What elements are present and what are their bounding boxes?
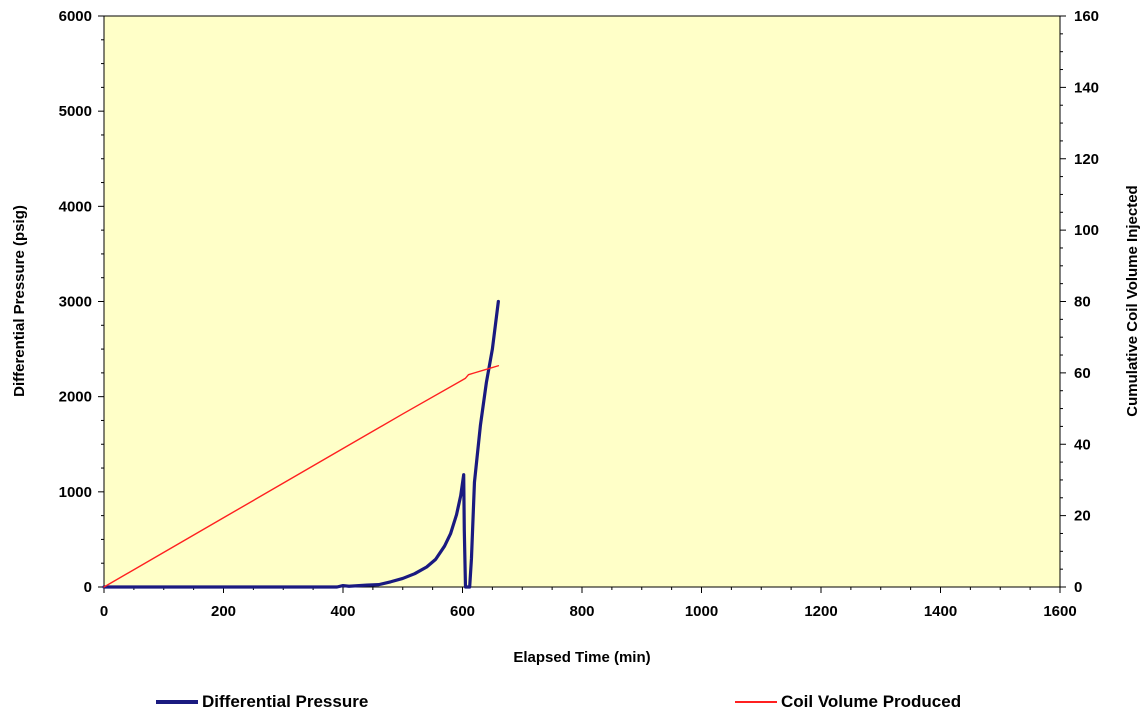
- legend-label-differential-pressure: Differential Pressure: [202, 692, 369, 711]
- x-tick-label: 800: [569, 603, 594, 620]
- legend-item-coil-volume-produced: Coil Volume Produced: [735, 690, 961, 714]
- y-tick-label: 5000: [59, 103, 92, 120]
- x-tick-label: 600: [450, 603, 475, 620]
- y2-tick-label: 140: [1074, 79, 1099, 96]
- y-axis-title: Differential Pressure (psig): [11, 205, 28, 397]
- x-axis-title: Elapsed Time (min): [513, 649, 650, 666]
- y2-axis-title: Cumulative Coil Volume Injected: [1124, 185, 1141, 416]
- x-tick-label: 0: [100, 603, 108, 620]
- y2-tick-label: 120: [1074, 151, 1099, 168]
- y2-tick-label: 0: [1074, 579, 1082, 596]
- y-tick-label: 4000: [59, 198, 92, 215]
- y-tick-label: 0: [84, 579, 92, 596]
- y-tick-label: 6000: [59, 8, 92, 25]
- y2-tick-label: 100: [1074, 222, 1099, 239]
- legend-swatch-differential-pressure: [156, 700, 198, 704]
- series-line-differential-pressure: [102, 299, 500, 589]
- series-layer: [102, 299, 500, 589]
- y2-tick-label: 20: [1074, 508, 1091, 525]
- y-tick-label: 1000: [59, 484, 92, 501]
- x-axis-ticks: 0 200 400 600 800 1000 1200 1400 1600: [100, 587, 1077, 620]
- y2-tick-label: 160: [1074, 8, 1099, 25]
- y2-tick-label: 60: [1074, 365, 1091, 382]
- x-tick-label: 1000: [685, 603, 718, 620]
- x-tick-label: 400: [330, 603, 355, 620]
- chart: 0 200 400 600 800 1000 1200 1400 1600 0100020003…: [11, 8, 1141, 666]
- legend-item-differential-pressure: Differential Pressure: [156, 690, 368, 714]
- y-tick-label: 2000: [59, 389, 92, 406]
- x-tick-label: 1400: [924, 603, 957, 620]
- series-line-coil-volume-produced: [103, 365, 500, 588]
- y-tick-label: 3000: [59, 294, 92, 311]
- plot-area: [103, 15, 1061, 588]
- x-tick-label: 1600: [1043, 603, 1076, 620]
- y2-tick-label: 40: [1074, 436, 1091, 453]
- legend-swatch-coil-volume-produced: [735, 701, 777, 703]
- y2-tick-label: 80: [1074, 294, 1091, 311]
- legend-label-coil-volume-produced: Coil Volume Produced: [781, 692, 962, 711]
- x-tick-label: 1200: [804, 603, 837, 620]
- y2-axis-ticks: 0 20 40 60 80 100 120 140 160: [1060, 8, 1099, 596]
- x-tick-label: 200: [211, 603, 236, 620]
- y-axis-ticks: 0 1000 2000 3000 4000 5000 6000: [59, 8, 104, 596]
